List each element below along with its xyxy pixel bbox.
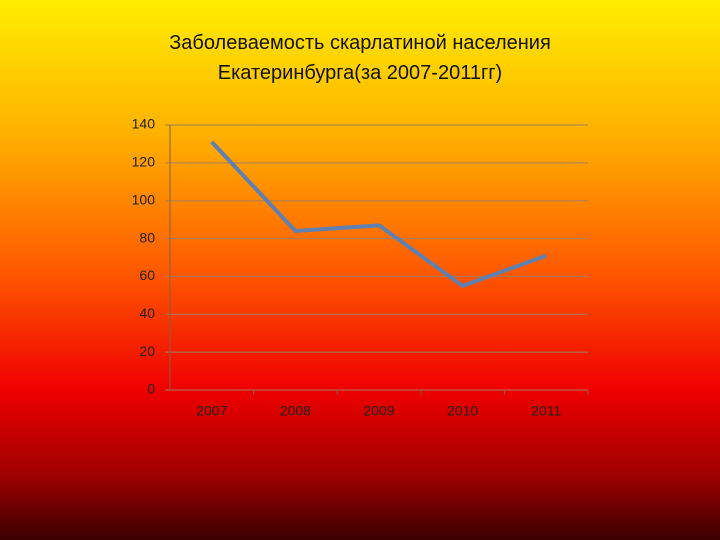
y-tick-label: 20 xyxy=(139,343,155,359)
x-tick-label: 2008 xyxy=(280,403,311,419)
x-tick-label: 2010 xyxy=(447,403,478,419)
chart-title: Заболеваемость скарлатиной населения Ека… xyxy=(169,32,551,84)
y-tick-label: 120 xyxy=(132,154,156,170)
y-tick-label: 0 xyxy=(147,381,155,397)
y-tick-label: 140 xyxy=(132,116,156,132)
line-series xyxy=(210,140,547,288)
y-tick-label: 80 xyxy=(139,229,155,245)
y-tick-label: 100 xyxy=(132,191,156,207)
y-tick-label: 60 xyxy=(139,267,155,283)
x-tick-label: 2007 xyxy=(196,403,227,419)
y-tick-label: 40 xyxy=(139,305,155,321)
x-tick-label: 2011 xyxy=(531,403,561,419)
x-tick-label: 2009 xyxy=(363,403,394,419)
